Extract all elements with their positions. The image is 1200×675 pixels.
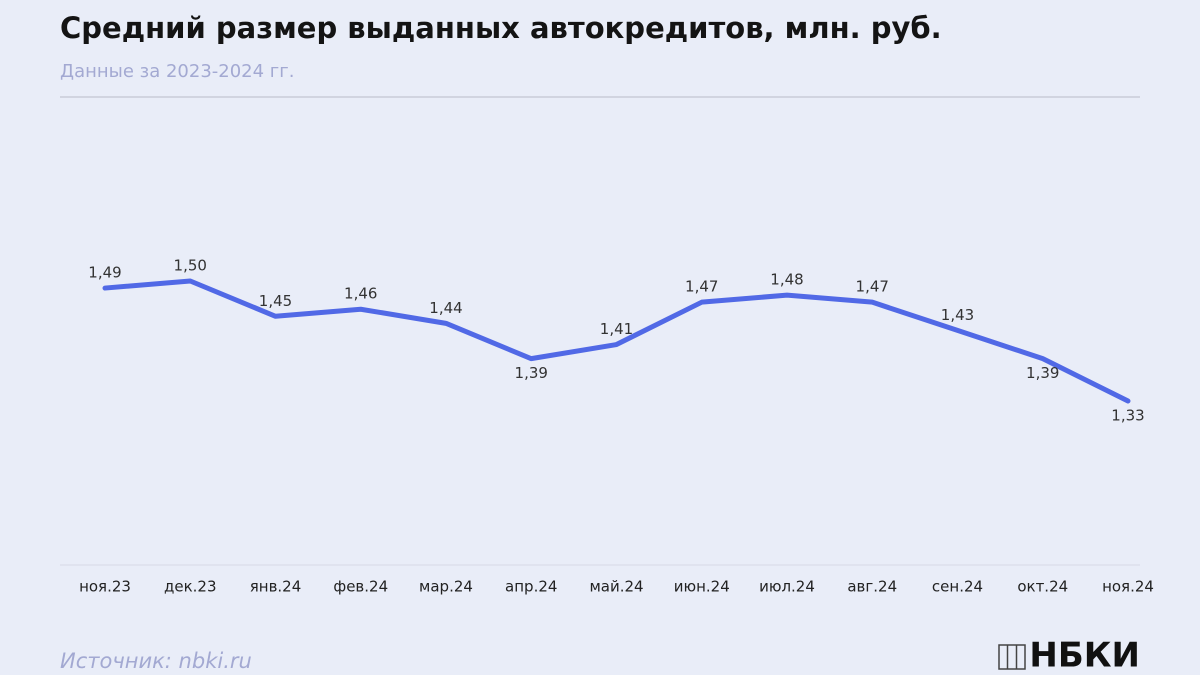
- x-tick-label: мар.24: [419, 578, 473, 596]
- x-tick-label: дек.23: [164, 578, 217, 596]
- x-tick-label: май.24: [589, 578, 643, 596]
- x-tick-label: июн.24: [674, 578, 730, 596]
- data-line: [102, 278, 1131, 404]
- source: Источник: nbki.ru: [60, 649, 252, 673]
- x-tick-label: янв.24: [250, 578, 302, 596]
- brand: НБКИ: [1029, 636, 1140, 675]
- data-label: 1,47: [685, 278, 718, 296]
- data-label: 1,44: [429, 299, 462, 317]
- data-label: 1,49: [88, 264, 121, 282]
- data-label: 1,39: [1026, 364, 1059, 382]
- data-label: 1,46: [344, 285, 377, 303]
- data-label: 1,47: [856, 278, 889, 296]
- x-tick-label: авг.24: [847, 578, 897, 596]
- x-tick-label: ноя.24: [1102, 578, 1154, 596]
- x-tick-label: апр.24: [505, 578, 557, 596]
- logo-icon: [998, 644, 1026, 670]
- data-label: 1,43: [941, 306, 974, 324]
- chart-title: Средний размер выданных автокредитов, мл…: [60, 11, 942, 45]
- x-tick-label: сен.24: [932, 578, 983, 596]
- data-label: 1,33: [1111, 407, 1144, 425]
- x-tick-label: окт.24: [1017, 578, 1068, 596]
- x-tick-label: июл.24: [759, 578, 815, 596]
- data-label: 1,48: [770, 271, 803, 289]
- chart-subtitle: Данные за 2023-2024 гг.: [60, 61, 294, 82]
- data-label: 1,45: [259, 292, 292, 310]
- data-label: 1,41: [600, 320, 633, 338]
- data-label: 1,50: [174, 257, 207, 275]
- x-tick-label: ноя.23: [79, 578, 131, 596]
- x-tick-label: фев.24: [333, 578, 388, 596]
- data-label: 1,39: [515, 364, 548, 382]
